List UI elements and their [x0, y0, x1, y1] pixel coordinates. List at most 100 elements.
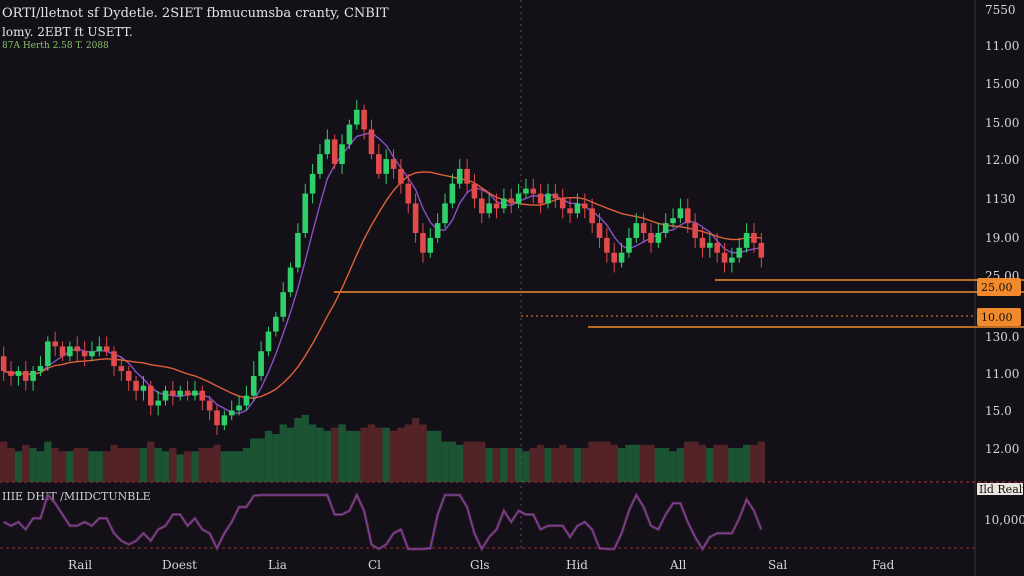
- candle: [699, 228, 706, 258]
- candle: [464, 159, 470, 194]
- volume-bar: [308, 424, 317, 482]
- candle-body: [287, 267, 294, 293]
- candle: [206, 395, 213, 421]
- candle-body: [479, 198, 485, 214]
- candle-body: [118, 366, 125, 371]
- candle: [147, 380, 154, 416]
- candle: [243, 385, 250, 411]
- volume-bar: [183, 451, 192, 482]
- volume-bar: [404, 424, 412, 482]
- candle: [581, 193, 588, 219]
- candle: [662, 213, 669, 238]
- volume-bar: [485, 448, 493, 482]
- candle: [626, 228, 632, 258]
- volume-bar: [228, 451, 236, 482]
- candle: [398, 159, 404, 194]
- candle-body: [331, 139, 338, 164]
- candle: [714, 233, 720, 263]
- candle-body: [243, 395, 250, 406]
- slow-moving-average: [3, 171, 762, 399]
- candle: [434, 213, 441, 243]
- candle-body: [574, 203, 581, 214]
- candle: [501, 188, 507, 214]
- candle: [707, 233, 713, 258]
- candle-body: [604, 237, 610, 253]
- time-axis-label: Sal: [768, 558, 787, 572]
- volume-bar: [102, 451, 111, 482]
- candle-body: [96, 346, 103, 352]
- candle: [552, 183, 559, 209]
- candle-body: [206, 400, 213, 411]
- candle-body: [398, 168, 404, 184]
- candle: [111, 346, 117, 376]
- candle: [258, 341, 264, 381]
- candle: [684, 198, 691, 233]
- volume-bar: [0, 441, 8, 482]
- candle: [633, 213, 640, 243]
- candle-body: [405, 183, 412, 204]
- candle: [471, 173, 478, 209]
- volume-bar: [235, 451, 243, 482]
- candle: [537, 183, 544, 214]
- candle-body: [412, 203, 419, 233]
- price-axis-label: 15.00: [985, 116, 1019, 130]
- volume-bar: [463, 441, 471, 482]
- candle-body: [368, 129, 375, 155]
- candle: [89, 341, 95, 362]
- candle-body: [162, 390, 169, 401]
- candle: [427, 228, 434, 258]
- candle-body: [464, 168, 470, 184]
- volume-bar: [375, 427, 383, 482]
- candle-body: [22, 371, 29, 381]
- candle: [59, 341, 66, 362]
- candle: [273, 311, 279, 337]
- volume-bar: [500, 448, 508, 482]
- volume-bar: [603, 441, 611, 482]
- candle-body: [552, 193, 559, 199]
- candle: [317, 144, 323, 179]
- volume-bar: [419, 424, 427, 482]
- candle-body: [140, 385, 147, 391]
- time-axis-label: Gls: [470, 558, 490, 572]
- candle-body: [420, 233, 426, 253]
- candle-body: [442, 203, 448, 224]
- candle: [361, 104, 367, 140]
- candle: [545, 183, 551, 209]
- volume-bar: [529, 448, 537, 482]
- candle-body: [677, 208, 684, 219]
- candle-body: [736, 247, 743, 258]
- volume-bar: [389, 430, 398, 482]
- candle: [390, 149, 397, 179]
- candle: [515, 183, 522, 209]
- volume-bar: [639, 444, 648, 482]
- volume-bar: [367, 424, 376, 482]
- volume-bar: [742, 444, 751, 482]
- volume-bar: [573, 448, 582, 482]
- candle: [751, 223, 757, 253]
- candle: [15, 366, 22, 386]
- price-axis-label: 15.00: [985, 77, 1019, 91]
- volume-bar: [110, 444, 118, 482]
- candle-body: [265, 331, 272, 352]
- candle-body: [493, 203, 500, 209]
- fast-moving-average: [3, 131, 762, 415]
- candle: [155, 390, 161, 416]
- time-axis-label: Fad: [872, 558, 895, 572]
- candle-body: [228, 410, 235, 416]
- candle-body: [103, 346, 110, 352]
- candle: [604, 228, 610, 263]
- volume-bar: [684, 441, 692, 482]
- candle: [640, 213, 647, 243]
- volume-bar: [80, 448, 89, 482]
- candle-body: [596, 223, 603, 238]
- candle-body: [8, 371, 14, 376]
- candle: [118, 356, 125, 381]
- candle-body: [324, 139, 331, 155]
- price-axis-label: 11.00: [985, 39, 1019, 53]
- volume-bar: [117, 448, 126, 482]
- candle-body: [581, 203, 588, 209]
- candle: [353, 99, 360, 130]
- candle: [648, 223, 654, 253]
- volume-bar: [161, 451, 170, 482]
